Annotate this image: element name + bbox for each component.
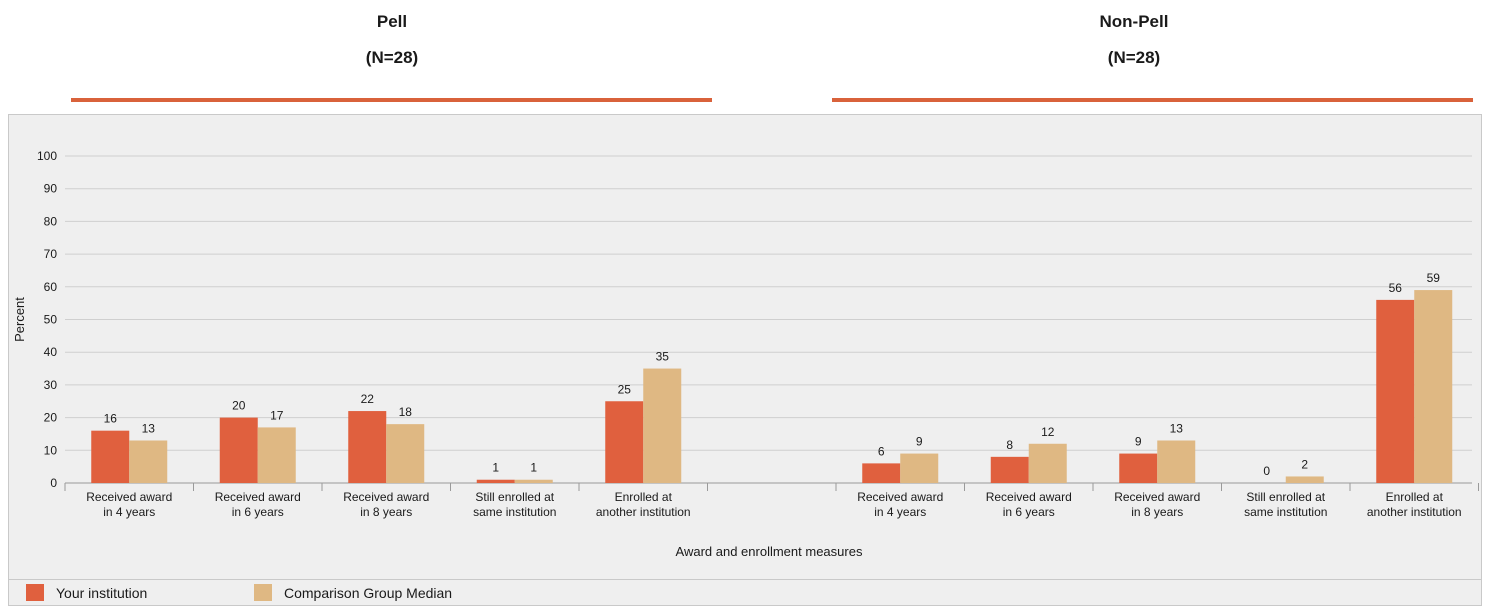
value-label-non-pell-your-0: 6 — [878, 444, 885, 458]
bar-non-pell-your-1 — [990, 456, 1029, 483]
chart-frame: 0 10 20 30 40 50 60 70 80 90 100 Percent 16 13 Receive… — [8, 114, 1482, 606]
category-label-non-pell-4-line0: Enrolled at — [1386, 490, 1444, 504]
y-tick-label-70: 70 — [44, 247, 58, 261]
value-label-non-pell-your-1: 8 — [1006, 438, 1013, 452]
value-label-non-pell-comparison-1: 12 — [1041, 425, 1055, 439]
legend-swatch-comparison — [254, 584, 272, 601]
bar-non-pell-comparison-0 — [900, 453, 939, 483]
legend-label-comparison: Comparison Group Median — [284, 584, 453, 601]
bar-pell-your-3 — [476, 479, 515, 483]
group-rule-pell — [71, 98, 712, 102]
value-label-non-pell-comparison-3: 2 — [1301, 457, 1308, 471]
legend-swatch-your-institution — [26, 584, 44, 601]
bar-pell-comparison-2 — [386, 424, 425, 483]
category-label-pell-1-line0: Received award — [215, 490, 301, 504]
bar-pell-comparison-4 — [643, 368, 682, 483]
y-tick-label-50: 50 — [44, 313, 58, 327]
value-label-non-pell-your-4: 56 — [1389, 281, 1403, 295]
bar-non-pell-your-2 — [1119, 453, 1158, 483]
category-label-non-pell-0-line0: Received award — [857, 490, 943, 504]
value-label-pell-your-3: 1 — [492, 461, 499, 475]
value-label-pell-comparison-1: 17 — [270, 408, 284, 422]
legend-label-your-institution: Your institution — [56, 584, 148, 601]
bar-non-pell-comparison-2 — [1157, 440, 1196, 483]
category-label-pell-4-line0: Enrolled at — [615, 490, 673, 504]
value-label-pell-comparison-2: 18 — [399, 405, 413, 419]
category-label-non-pell-1-line1: in 6 years — [1003, 505, 1055, 519]
y-tick-label-100: 100 — [37, 149, 57, 163]
value-label-pell-your-2: 22 — [361, 392, 375, 406]
category-label-non-pell-1-line0: Received award — [986, 490, 1072, 504]
group-title-pell: Pell (N=28) — [292, 8, 492, 72]
legend-item-your-institution: Your institution — [26, 584, 147, 601]
legend: Your institution Comparison Group Median — [8, 579, 1482, 606]
bar-non-pell-your-0 — [862, 463, 901, 483]
category-label-pell-1-line1: in 6 years — [232, 505, 284, 519]
bar-pell-your-0 — [91, 430, 130, 483]
y-tick-label-60: 60 — [44, 280, 58, 294]
y-tick-label-10: 10 — [44, 443, 58, 457]
category-label-non-pell-3-line0: Still enrolled at — [1246, 490, 1325, 504]
bar-non-pell-comparison-3 — [1285, 476, 1324, 483]
group-title-non-pell: Non-Pell (N=28) — [1034, 8, 1234, 72]
category-label-pell-0-line0: Received award — [86, 490, 172, 504]
category-label-non-pell-2-line0: Received award — [1114, 490, 1200, 504]
bar-non-pell-comparison-1 — [1028, 443, 1067, 483]
group-count-non-pell: (N=28) — [1107, 48, 1161, 67]
y-tick-label-90: 90 — [44, 182, 58, 196]
y-axis-title: Percent — [12, 297, 27, 342]
category-label-pell-2-line0: Received award — [343, 490, 429, 504]
category-label-pell-3-line1: same institution — [473, 505, 556, 519]
bar-pell-comparison-1 — [257, 427, 296, 483]
y-tick-label-0: 0 — [50, 476, 57, 490]
bar-pell-your-4 — [605, 401, 644, 483]
category-label-pell-4-line1: another institution — [596, 505, 691, 519]
bar-pell-comparison-0 — [129, 440, 168, 483]
y-tick-label-20: 20 — [44, 411, 58, 425]
value-label-pell-comparison-0: 13 — [142, 421, 156, 435]
group-name-non-pell: Non-Pell — [1099, 12, 1169, 31]
value-label-pell-comparison-4: 35 — [656, 350, 670, 364]
value-label-pell-your-0: 16 — [104, 412, 118, 426]
y-tick-label-30: 30 — [44, 378, 58, 392]
group-count-pell: (N=28) — [365, 48, 419, 67]
category-label-non-pell-3-line1: same institution — [1244, 505, 1327, 519]
value-label-pell-your-4: 25 — [618, 382, 632, 396]
bar-non-pell-comparison-4 — [1414, 290, 1453, 483]
y-tick-label-80: 80 — [44, 214, 58, 228]
value-label-pell-comparison-3: 1 — [530, 461, 537, 475]
category-label-pell-2-line1: in 8 years — [360, 505, 412, 519]
bar-pell-your-2 — [348, 411, 387, 483]
category-label-non-pell-4-line1: another institution — [1367, 505, 1462, 519]
bar-chart: 0102030405060708090100Percent1613Receive… — [12, 149, 1479, 559]
group-name-pell: Pell — [376, 12, 408, 31]
category-label-non-pell-0-line1: in 4 years — [874, 505, 926, 519]
x-axis-title: Award and enrollment measures — [676, 544, 863, 559]
value-label-non-pell-comparison-2: 13 — [1170, 421, 1184, 435]
group-rule-non-pell — [832, 98, 1473, 102]
legend-item-comparison: Comparison Group Median — [254, 584, 452, 601]
category-label-non-pell-2-line1: in 8 years — [1131, 505, 1183, 519]
y-tick-label-40: 40 — [44, 345, 58, 359]
bar-pell-comparison-3 — [514, 479, 553, 483]
value-label-pell-your-1: 20 — [232, 399, 246, 413]
category-label-pell-0-line1: in 4 years — [103, 505, 155, 519]
bar-non-pell-your-4 — [1376, 299, 1415, 483]
value-label-non-pell-comparison-0: 9 — [916, 435, 923, 449]
category-label-pell-3-line0: Still enrolled at — [475, 490, 554, 504]
value-label-non-pell-your-3: 0 — [1263, 464, 1270, 478]
bar-pell-your-1 — [219, 417, 258, 483]
value-label-non-pell-your-2: 9 — [1135, 435, 1142, 449]
value-label-non-pell-comparison-4: 59 — [1427, 271, 1441, 285]
